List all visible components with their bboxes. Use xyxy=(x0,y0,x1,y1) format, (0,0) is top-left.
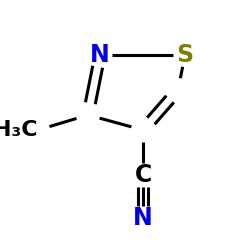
Text: C: C xyxy=(134,163,152,187)
Text: S: S xyxy=(176,43,194,67)
Text: N: N xyxy=(90,43,110,67)
Text: H₃C: H₃C xyxy=(0,120,38,140)
Text: N: N xyxy=(133,206,153,230)
